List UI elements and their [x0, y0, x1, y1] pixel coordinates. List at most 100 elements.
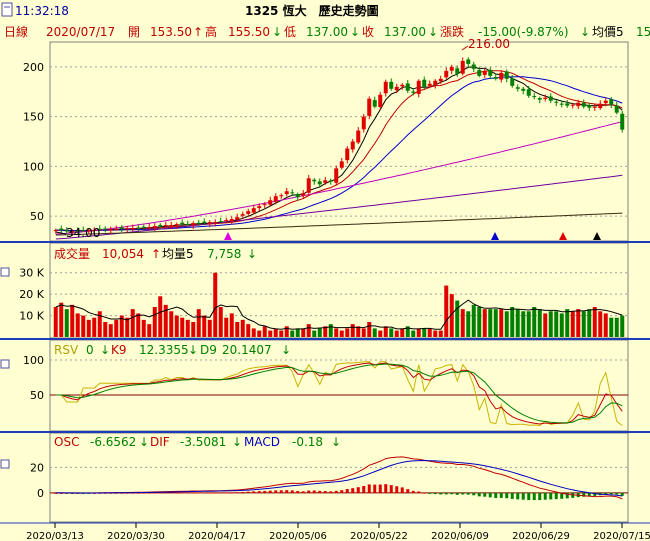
volume-bar [53, 307, 58, 337]
osc-bar [417, 491, 421, 493]
volume-tick-label: 10 K [19, 310, 44, 323]
volume-bar [488, 309, 493, 337]
ma-line-5 [55, 66, 623, 232]
candle-body [202, 221, 207, 224]
candle-body [218, 221, 223, 223]
candle-body [510, 78, 515, 86]
volume-bar [213, 272, 218, 337]
candle-body [119, 227, 124, 230]
candle-body [350, 141, 355, 150]
date-label: 2020/07/17 [46, 25, 115, 39]
low-value: 137.00 [306, 25, 348, 39]
x-tick-label: 2020/06/09 [431, 531, 489, 541]
volume-bar [345, 328, 350, 337]
min-price-label: 34.00 [66, 226, 100, 240]
change-value: -15.00(-9.87%) [478, 25, 569, 39]
volume-bar [257, 330, 262, 337]
osc-bar [279, 490, 283, 493]
change-label: 漲跌 [440, 24, 464, 39]
volume-bar [367, 322, 372, 337]
macd-panel-icon[interactable] [0, 459, 10, 469]
volume-bar [438, 330, 443, 337]
volume-bar [207, 319, 212, 337]
volume-bar [235, 322, 240, 337]
volume-bar [598, 311, 603, 337]
ma-line-20 [55, 76, 623, 232]
k9-value: 12.3355 [139, 343, 189, 357]
header-bar: 11:32:18 1325 恆大 歷史走勢圖 [0, 0, 650, 22]
candle-body [136, 227, 141, 229]
open-label: 開 [128, 25, 140, 39]
candle-body [301, 193, 306, 196]
osc-bar [400, 487, 404, 493]
volume-bar [306, 324, 311, 337]
volume-bar [548, 311, 553, 337]
volume-bar [405, 326, 410, 337]
price-panel-frame [49, 41, 629, 242]
candle-body [75, 230, 80, 232]
osc-bar [296, 491, 300, 493]
x-tick-label: 2020/07/15 [593, 531, 650, 541]
candle-body [257, 206, 262, 209]
osc-bar [340, 490, 344, 493]
osc-bar [202, 492, 206, 494]
kd-panel-icon[interactable] [0, 359, 10, 369]
candle-body [328, 180, 333, 182]
candle-body [317, 181, 322, 185]
down-arrow-icon: ↓ [247, 247, 257, 261]
candle-body [86, 230, 91, 232]
osc-bar [224, 492, 228, 494]
volume-bar [218, 307, 223, 337]
osc-bar [158, 492, 162, 494]
osc-bar [505, 492, 509, 499]
volume-bar [526, 311, 531, 337]
dif-value: -3.5081 [180, 435, 226, 449]
price-tick-label: 200 [23, 61, 44, 74]
ma-line-10 [55, 70, 623, 232]
volume-bar [466, 311, 471, 337]
osc-bar [367, 484, 371, 493]
osc-bar [312, 490, 316, 493]
osc-bar [433, 492, 437, 495]
osc-bar [356, 487, 360, 493]
macd-tick-label: 0 [37, 487, 44, 500]
candle-body [394, 86, 399, 91]
volume-bar [114, 319, 119, 337]
volume-bar [185, 319, 190, 337]
candle-body [598, 103, 603, 109]
candle-body [97, 228, 102, 230]
osc-bar [136, 492, 140, 494]
macd-header: OSC -6.6562 ↓ DIF -3.5081 ↓ MACD -0.18 ↓ [54, 435, 341, 449]
volume-value: 10,054 [102, 247, 144, 261]
volume-bar [163, 304, 168, 337]
down-arrow-icon: ↓ [232, 435, 242, 449]
volume-panel-icon[interactable] [0, 267, 10, 277]
osc-bar [604, 492, 608, 495]
candle-body [185, 224, 190, 226]
close-label: 收 [362, 25, 374, 39]
candle-body [334, 168, 339, 183]
period-label[interactable]: 日線 [4, 24, 28, 39]
volume-bar [158, 296, 163, 337]
window-icon[interactable] [1, 2, 13, 17]
osc-bar [609, 492, 613, 495]
osc-bar [213, 492, 217, 494]
volume-bar [554, 311, 559, 337]
osc-bar [527, 492, 531, 501]
osc-bar [406, 489, 410, 493]
osc-bar [197, 492, 201, 494]
volume-bar [334, 328, 339, 337]
price-tick-label: 150 [23, 111, 44, 124]
volume-bar [383, 326, 388, 337]
k9-label: K9 [111, 343, 127, 357]
candle-body [449, 66, 454, 71]
x-tick-label: 2020/03/30 [107, 531, 165, 541]
down-arrow-icon: ↓ [188, 343, 198, 357]
header-time: 11:32:18 [15, 4, 69, 18]
avg-volume-label: 均量5 [162, 247, 194, 261]
candle-body [339, 161, 344, 168]
candle-body [229, 219, 234, 222]
down-arrow-icon: ↓ [350, 25, 360, 39]
